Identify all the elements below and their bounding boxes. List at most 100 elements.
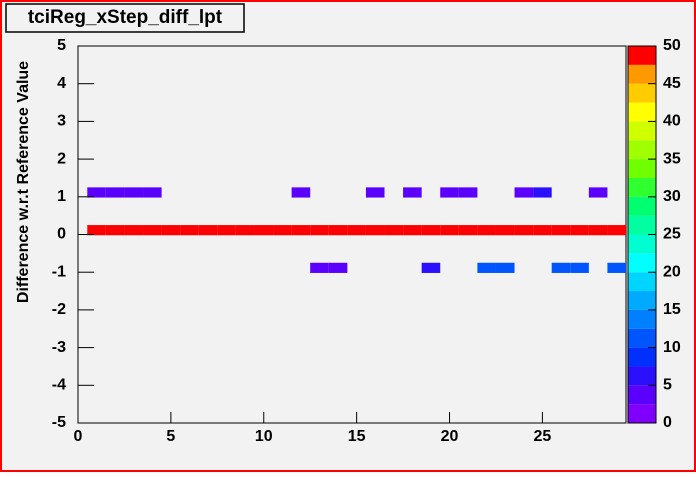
color-bar-step xyxy=(628,102,656,122)
cell xyxy=(514,225,534,236)
z-tick-label: 25 xyxy=(663,226,681,243)
cell xyxy=(607,225,626,236)
y-tick-label: 4 xyxy=(57,75,66,92)
cell xyxy=(440,187,459,198)
cell xyxy=(570,262,589,273)
y-tick-label: 1 xyxy=(57,188,66,205)
y-tick-label: -2 xyxy=(52,301,66,318)
color-bar-step xyxy=(628,404,656,423)
cell xyxy=(273,225,292,236)
y-tick-label: -1 xyxy=(52,263,66,280)
color-bar-step xyxy=(628,196,656,216)
cell xyxy=(235,225,255,236)
cell xyxy=(87,187,106,198)
cell xyxy=(347,225,366,236)
cell xyxy=(495,262,515,273)
cell xyxy=(217,225,236,236)
cell xyxy=(310,262,329,273)
cell xyxy=(291,225,311,236)
color-bar-step xyxy=(628,215,656,235)
cell xyxy=(87,225,106,236)
z-tick-label: 45 xyxy=(663,75,681,92)
cell xyxy=(514,187,534,198)
color-bar-step xyxy=(628,253,656,273)
cell xyxy=(124,225,144,236)
cell xyxy=(477,262,496,273)
cell xyxy=(198,225,218,236)
y-tick-label: -5 xyxy=(52,414,66,431)
color-bar-step xyxy=(628,234,656,254)
z-tick-label: 20 xyxy=(663,263,681,280)
color-bar-step xyxy=(628,309,656,329)
cell xyxy=(254,225,274,236)
y-tick-label: 5 xyxy=(57,37,66,54)
cell xyxy=(458,225,478,236)
cell xyxy=(551,225,571,236)
y-tick-label: 2 xyxy=(57,150,66,167)
z-tick-label: 0 xyxy=(663,414,672,431)
cell xyxy=(365,187,385,198)
cell xyxy=(477,225,496,236)
x-tick-label: 5 xyxy=(166,428,175,445)
color-bar-step xyxy=(628,121,656,141)
cell xyxy=(495,225,515,236)
cell xyxy=(551,262,571,273)
cell xyxy=(403,187,422,198)
cell xyxy=(143,225,162,236)
cell xyxy=(291,187,311,198)
cell xyxy=(458,187,478,198)
cell xyxy=(440,225,459,236)
cell xyxy=(533,187,552,198)
x-tick-label: 20 xyxy=(441,428,459,445)
color-bar-step xyxy=(628,291,656,310)
cell xyxy=(421,225,441,236)
x-tick-label: 15 xyxy=(348,428,366,445)
cell xyxy=(328,262,348,273)
cell xyxy=(365,225,385,236)
color-bar-step xyxy=(628,366,656,386)
x-tick-label: 25 xyxy=(534,428,552,445)
z-tick-label: 35 xyxy=(663,150,681,167)
cell xyxy=(403,225,422,236)
title-box xyxy=(5,3,245,33)
z-tick-label: 15 xyxy=(663,301,681,318)
cell xyxy=(588,187,608,198)
cell xyxy=(384,225,404,236)
y-axis-title: Difference w.r.t Reference Value xyxy=(15,61,32,303)
cell xyxy=(105,225,125,236)
cell xyxy=(588,225,608,236)
z-tick-label: 50 xyxy=(663,37,681,54)
cell xyxy=(143,187,162,198)
color-bar-step xyxy=(628,328,656,348)
cell xyxy=(124,187,144,198)
y-tick-label: 0 xyxy=(57,226,66,243)
y-tick-label: -4 xyxy=(52,377,66,394)
color-bar-step xyxy=(628,347,656,367)
z-tick-label: 5 xyxy=(663,377,672,394)
cell xyxy=(607,262,626,273)
color-bar-step xyxy=(628,83,656,103)
color-bar-step xyxy=(628,177,656,197)
color-bar-step xyxy=(628,140,656,160)
z-tick-label: 10 xyxy=(663,339,681,356)
cell xyxy=(180,225,199,236)
cell xyxy=(533,225,552,236)
cell xyxy=(161,225,181,236)
cell xyxy=(570,225,589,236)
x-tick-label: 0 xyxy=(74,428,83,445)
color-bar-step xyxy=(628,46,656,65)
color-bar-step xyxy=(628,159,656,178)
z-tick-label: 30 xyxy=(663,188,681,205)
x-tick-label: 10 xyxy=(255,428,273,445)
color-bar-step xyxy=(628,272,656,292)
y-tick-label: -3 xyxy=(52,339,66,356)
color-bar-step xyxy=(628,64,656,84)
cell xyxy=(105,187,125,198)
cell xyxy=(421,262,441,273)
color-bar-step xyxy=(628,385,656,405)
cell xyxy=(328,225,348,236)
chart-title: tciReg_xStep_diff_lpt xyxy=(28,7,223,28)
y-tick-label: 3 xyxy=(57,113,66,130)
